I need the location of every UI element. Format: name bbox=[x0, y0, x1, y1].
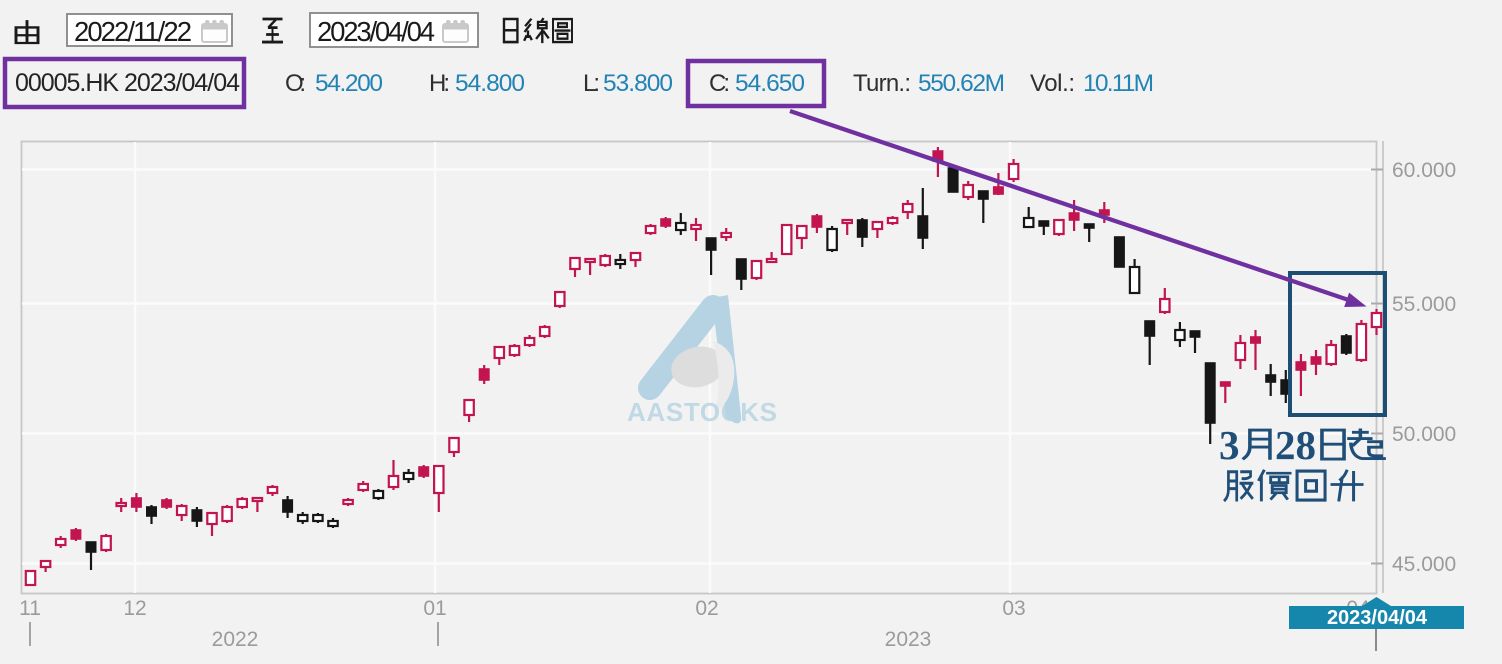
svg-text:C:: C: bbox=[709, 70, 730, 97]
svg-text:54.200: 54.200 bbox=[315, 70, 383, 97]
svg-text:03: 03 bbox=[1002, 597, 1025, 620]
svg-text:45.000: 45.000 bbox=[1392, 553, 1456, 576]
svg-text:55.000: 55.000 bbox=[1392, 293, 1456, 316]
svg-text:60.000: 60.000 bbox=[1392, 159, 1456, 182]
svg-text:2022/11/22: 2022/11/22 bbox=[74, 16, 192, 47]
svg-text:Turn.:: Turn.: bbox=[853, 70, 911, 97]
svg-text:3: 3 bbox=[1219, 422, 1240, 468]
svg-text:2023/04/04: 2023/04/04 bbox=[1327, 607, 1428, 629]
svg-text:O:: O: bbox=[285, 70, 306, 97]
svg-text:2022: 2022 bbox=[212, 628, 259, 651]
svg-text:02: 02 bbox=[695, 597, 718, 620]
svg-text:28: 28 bbox=[1275, 422, 1316, 468]
svg-text:12: 12 bbox=[123, 597, 146, 620]
svg-text:L:: L: bbox=[583, 70, 600, 97]
svg-text:2023/04/04: 2023/04/04 bbox=[317, 16, 435, 47]
svg-text:AASTOCKS: AASTOCKS bbox=[627, 397, 781, 427]
svg-text:54.650: 54.650 bbox=[735, 70, 805, 97]
svg-text:01: 01 bbox=[423, 597, 446, 620]
svg-text:Vol.:: Vol.: bbox=[1030, 70, 1075, 97]
svg-text:11: 11 bbox=[19, 597, 41, 620]
svg-text:550.62M: 550.62M bbox=[918, 70, 1005, 97]
svg-text:50.000: 50.000 bbox=[1392, 423, 1456, 446]
svg-text:10.11M: 10.11M bbox=[1083, 70, 1154, 97]
svg-text:2023: 2023 bbox=[885, 628, 932, 651]
svg-text:54.800: 54.800 bbox=[455, 70, 525, 97]
svg-text:53.800: 53.800 bbox=[603, 70, 673, 97]
svg-text:00005.HK 2023/04/04: 00005.HK 2023/04/04 bbox=[15, 69, 240, 97]
svg-text:H:: H: bbox=[429, 70, 450, 97]
